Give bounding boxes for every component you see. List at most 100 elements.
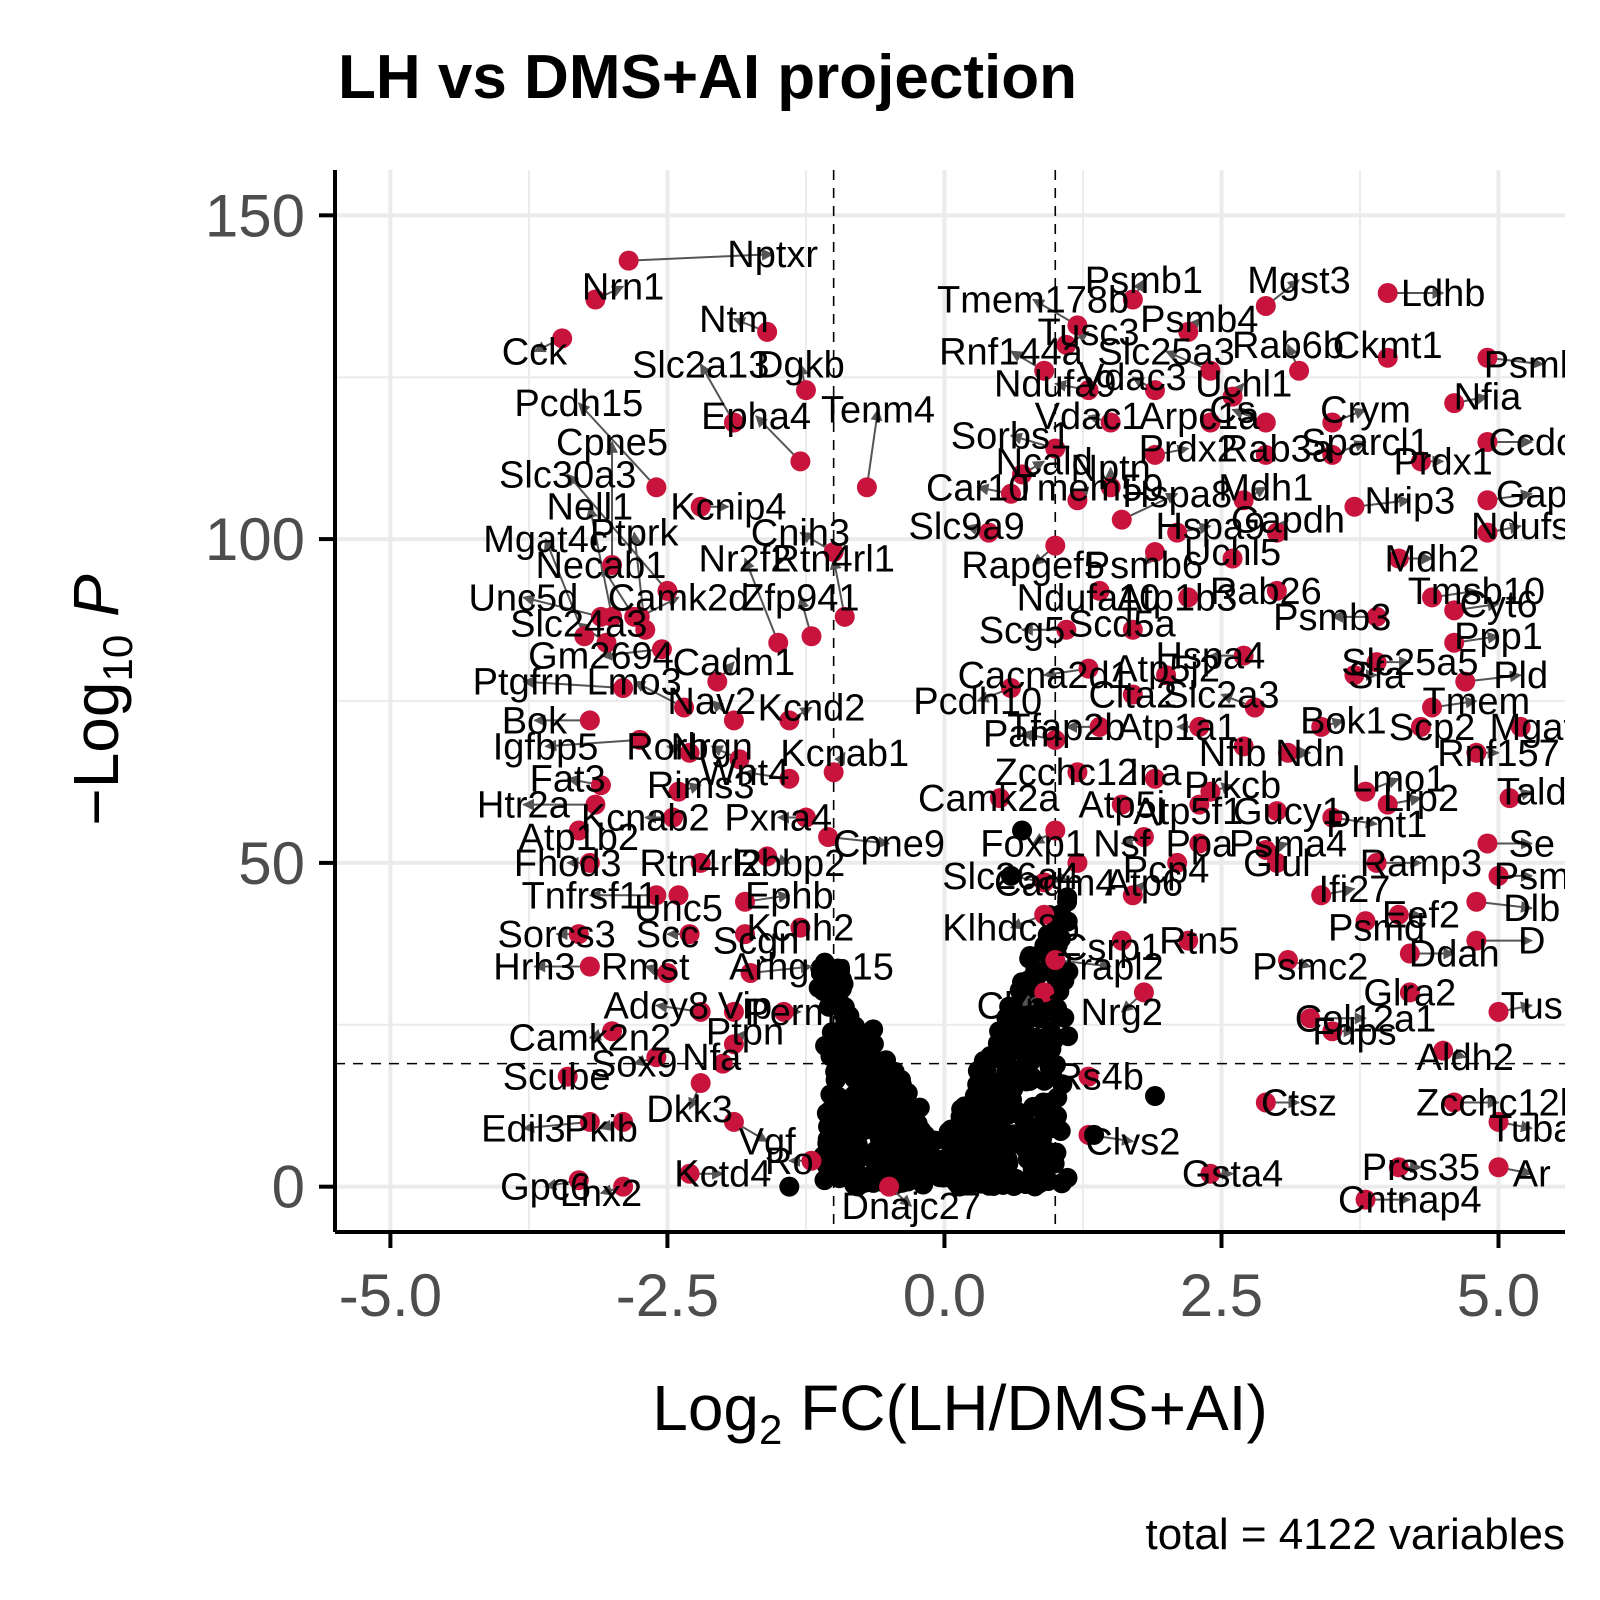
gene-label: Ppp1 [1454, 616, 1543, 658]
label-connector [1121, 492, 1179, 521]
data-point [1200, 412, 1221, 433]
gene-label: Psmb4 [1140, 299, 1258, 341]
data-point [779, 710, 800, 731]
gene-label: Dkk3 [646, 1089, 733, 1131]
data-point [723, 1034, 744, 1055]
nonsignificant-point [1057, 911, 1078, 932]
gene-label: Rapgef5 [961, 545, 1105, 587]
gene-label: Foxp1 [980, 823, 1086, 865]
gene-label: Nrgn [671, 726, 753, 768]
data-point [1410, 451, 1431, 472]
gene-label: Hspa8 [1122, 474, 1232, 516]
gene-label: Rorb [626, 726, 708, 768]
nonsignificant-point [988, 1044, 1009, 1065]
gene-label: Tmsb10 [1408, 571, 1545, 613]
data-point [1266, 580, 1287, 601]
label-connector [750, 961, 813, 974]
y-tick-label: 0 [272, 1154, 305, 1221]
data-point [1300, 1008, 1321, 1029]
label-connector [522, 676, 624, 690]
gene-label: Bok1 [1300, 700, 1387, 742]
gene-label: Uchl5 [1184, 532, 1281, 574]
gene-label: Fat3 [530, 759, 606, 801]
nonsignificant-point [953, 1109, 974, 1130]
gene-label: Zcchc12b [1416, 1082, 1581, 1124]
gene-label: Rtn5 [1159, 921, 1239, 963]
data-point [1455, 671, 1476, 692]
gene-label: Nell1 [547, 487, 634, 529]
gene-label: Kcnab2 [581, 798, 710, 840]
gene-label: Nav2 [667, 681, 756, 723]
gene-label: Tmem178b [937, 280, 1129, 322]
data-point [1000, 865, 1021, 886]
gene-label: Prdx2 [1139, 428, 1238, 470]
data-point [712, 1053, 733, 1074]
gene-label: Psmb6 [1085, 545, 1203, 587]
gene-label: Zcchc12 [995, 752, 1139, 794]
data-point [1444, 632, 1465, 653]
gene-label: Nptn [1071, 448, 1151, 490]
gene-label: Vdac1 [1035, 396, 1143, 438]
gene-label: Hspa4 [1155, 636, 1265, 678]
data-point [1266, 801, 1287, 822]
data-point [1277, 742, 1298, 763]
gene-label: Nfib [1199, 733, 1267, 775]
gene-label: Ar [1513, 1154, 1551, 1196]
gene-label: Unc5 [634, 888, 723, 930]
data-point [574, 626, 595, 647]
data-point [668, 781, 689, 802]
gene-label: Cadm4 [994, 862, 1117, 904]
gene-label: Nr2f2 [699, 539, 792, 581]
data-point [1422, 587, 1443, 608]
gene-label: Rnf157 [1437, 733, 1560, 775]
gene-label: Arpc1a [1139, 396, 1260, 438]
data-point [1255, 444, 1276, 465]
data-point [613, 1176, 634, 1197]
nonsignificant-point [1040, 1021, 1061, 1042]
nonsignificant-point [1007, 1102, 1028, 1123]
gene-label: Slc26a4 [942, 856, 1079, 898]
label-connector [743, 557, 780, 644]
gene-label: Sparcl1 [1301, 422, 1430, 464]
data-point [1444, 393, 1465, 414]
data-point [1056, 334, 1077, 355]
data-point [978, 522, 999, 543]
gene-label: Rims3 [647, 765, 755, 807]
data-point [1444, 1092, 1465, 1113]
nonsignificant-point [821, 1146, 842, 1167]
data-point [613, 1111, 634, 1132]
nonsignificant-point [1016, 1071, 1037, 1092]
data-point [568, 820, 589, 841]
data-point [1399, 943, 1420, 964]
data-point [1499, 788, 1520, 809]
gene-label: Scc [636, 914, 699, 956]
data-point [1145, 542, 1165, 563]
x-tick-label: -5.0 [339, 1262, 442, 1329]
data-point [1034, 872, 1055, 893]
gene-label: Ndn [1275, 733, 1345, 775]
nonsignificant-point [842, 1117, 863, 1138]
data-point [723, 412, 744, 433]
gene-label: Tmem59 [1014, 467, 1164, 509]
gene-label: Ntm [699, 299, 769, 341]
nonsignificant-point [1049, 981, 1070, 1002]
label-connector [755, 415, 802, 463]
data-point [1034, 982, 1055, 1003]
gene-label: Kctd4 [674, 1154, 771, 1196]
gene-label: Ppa [1166, 823, 1234, 865]
nonsignificant-point [824, 1099, 845, 1120]
data-point [585, 794, 606, 815]
gene-label: Psmb3 [1273, 597, 1391, 639]
label-connector [543, 537, 586, 637]
data-point [1045, 535, 1066, 556]
gene-label: Htr2a [477, 785, 571, 827]
data-point [1322, 412, 1343, 433]
gene-label: Nsf [1093, 823, 1150, 865]
label-connector [628, 248, 774, 262]
data-point [1145, 444, 1165, 465]
data-point [657, 962, 678, 983]
data-point [1012, 820, 1033, 841]
gene-label: Rnf144a [939, 331, 1084, 373]
gene-label: Ctsz [1261, 1082, 1337, 1124]
gene-label: Ifi27 [1319, 869, 1391, 911]
